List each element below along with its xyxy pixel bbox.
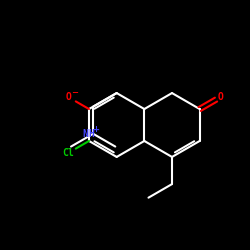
Text: O: O (66, 92, 71, 102)
Text: N: N (83, 129, 88, 139)
Text: −: − (71, 88, 78, 97)
Text: O: O (217, 92, 223, 102)
Text: H: H (88, 129, 94, 139)
Text: Cl: Cl (63, 148, 74, 158)
Text: +: + (92, 125, 99, 134)
